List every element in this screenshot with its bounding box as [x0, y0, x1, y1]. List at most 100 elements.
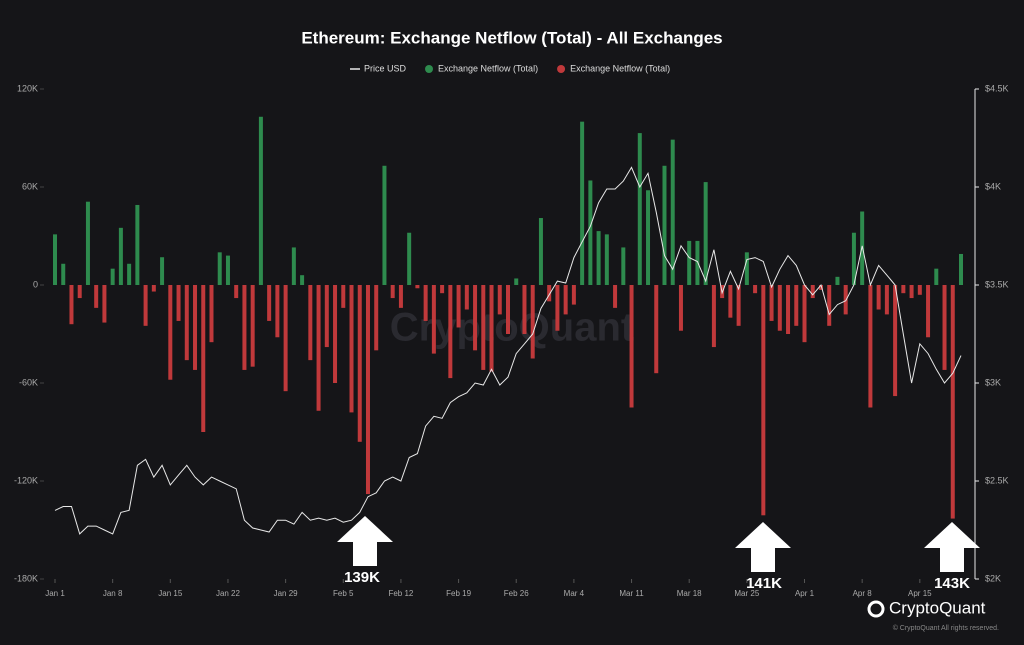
bar — [357, 285, 362, 442]
bar — [258, 116, 263, 286]
legend-label: Price USD — [364, 63, 407, 73]
bar — [909, 285, 914, 299]
bar — [711, 285, 716, 348]
x-tick-label: Feb 5 — [333, 589, 354, 598]
bar — [143, 285, 148, 326]
bar — [769, 285, 774, 321]
y2-tick-label: $3.5K — [985, 279, 1009, 289]
annotation: 139K — [344, 569, 380, 586]
legend-label: Exchange Netflow (Total) — [438, 63, 538, 73]
bar — [365, 285, 370, 495]
bar — [415, 285, 420, 289]
x-tick-label: Jan 8 — [103, 589, 123, 598]
bar — [761, 285, 766, 516]
bar — [489, 285, 494, 372]
bar — [654, 285, 659, 374]
bar — [275, 285, 280, 338]
bar — [753, 285, 758, 294]
bar — [341, 285, 346, 308]
bar — [382, 165, 387, 285]
bar — [662, 165, 667, 285]
bar — [827, 285, 832, 326]
bar — [563, 285, 568, 315]
y2-tick-label: $4.5K — [985, 83, 1009, 93]
bar — [670, 139, 675, 285]
bar — [868, 285, 873, 408]
y-tick-label: 60K — [22, 181, 38, 191]
bar — [506, 285, 510, 334]
chart-title: Ethereum: Exchange Netflow (Total) - All… — [301, 28, 722, 47]
bar — [786, 285, 791, 334]
bar — [407, 232, 412, 285]
bar — [835, 276, 840, 285]
bar — [580, 121, 585, 286]
y2-tick-label: $2.5K — [985, 475, 1009, 485]
bar — [646, 190, 651, 285]
x-tick-label: Jan 22 — [216, 589, 241, 598]
price-line — [54, 166, 962, 535]
bar — [613, 285, 618, 308]
bar — [481, 285, 486, 370]
y-tick-label: -180K — [14, 573, 38, 583]
bar — [522, 285, 527, 334]
bar — [333, 285, 338, 383]
x-tick-label: Feb 26 — [504, 589, 529, 598]
annotation: 141K — [746, 575, 782, 592]
x-tick-label: Jan 29 — [274, 589, 299, 598]
bar — [390, 285, 395, 299]
bar — [728, 285, 733, 318]
bar — [464, 285, 469, 310]
legend: Price USD Exchange Netflow (Total) Exchang… — [350, 63, 670, 73]
bar — [703, 182, 708, 285]
bar — [448, 285, 453, 379]
bar — [497, 285, 502, 315]
bar — [85, 201, 90, 285]
y-tick-label: -60K — [19, 377, 38, 387]
bar — [794, 285, 799, 326]
y2-tick-label: $2K — [985, 573, 1001, 583]
y-tick-label: 120K — [17, 83, 38, 93]
bar — [893, 285, 898, 397]
bar — [810, 285, 815, 299]
bar — [267, 285, 272, 321]
bar — [61, 263, 66, 285]
bar — [604, 234, 609, 285]
annotation: 143K — [934, 575, 970, 592]
x-tick-label: Jan 15 — [158, 589, 183, 598]
bar — [53, 234, 57, 285]
logo-icon — [867, 600, 885, 618]
x-tick-label: Apr 1 — [795, 589, 815, 598]
bar — [514, 278, 519, 285]
bar — [94, 285, 99, 308]
legend-label: Exchange Netflow (Total) — [570, 63, 670, 73]
x-tick-label: Mar 11 — [619, 589, 644, 598]
legend-swatch — [557, 65, 566, 73]
bar — [547, 285, 552, 302]
bar — [291, 247, 296, 285]
bar — [687, 240, 692, 285]
x-tick-label: Jan 1 — [45, 589, 65, 598]
bar — [530, 285, 535, 359]
bar — [184, 285, 189, 361]
x-tick-label: Feb 19 — [446, 589, 471, 598]
bar — [324, 285, 329, 348]
x-tick-label: Apr 8 — [853, 589, 873, 598]
bar — [596, 231, 601, 285]
bar — [678, 285, 683, 331]
bar — [959, 253, 963, 285]
bar — [217, 252, 222, 285]
arrow — [924, 522, 980, 572]
bar — [374, 285, 379, 351]
y2-tick-label: $3K — [985, 377, 1001, 387]
bar — [440, 285, 445, 294]
y-tick-label: 0 — [33, 279, 38, 289]
bar — [695, 240, 700, 285]
bar — [456, 285, 461, 328]
x-tick-label: Apr 15 — [908, 589, 932, 598]
bar — [555, 285, 560, 331]
arrows — [337, 516, 980, 572]
bar — [234, 285, 239, 299]
bar — [818, 285, 823, 290]
